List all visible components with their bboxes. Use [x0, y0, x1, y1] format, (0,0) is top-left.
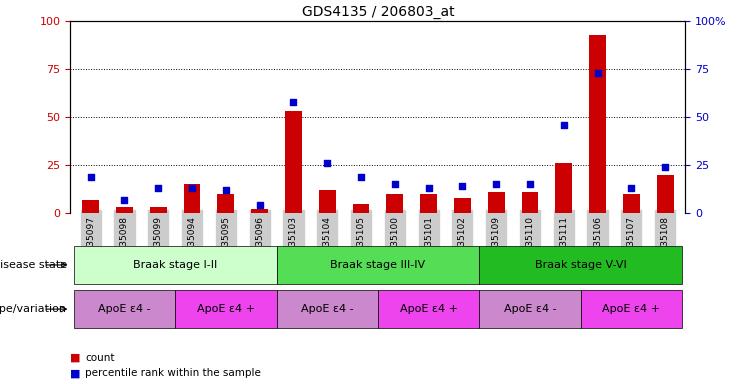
Bar	[251, 209, 268, 213]
Point	[186, 185, 198, 191]
Bar	[116, 207, 133, 213]
Text: disease state: disease state	[0, 260, 67, 270]
Bar	[319, 190, 336, 213]
Bar	[285, 111, 302, 213]
Point	[524, 181, 536, 187]
Point	[84, 174, 96, 180]
Bar	[657, 175, 674, 213]
Point	[422, 185, 434, 191]
Text: genotype/variation: genotype/variation	[0, 304, 67, 314]
Bar	[555, 163, 572, 213]
Point	[288, 99, 299, 105]
Point	[322, 160, 333, 166]
Point	[119, 197, 130, 203]
Point	[220, 187, 232, 193]
Point	[591, 70, 603, 76]
Bar	[217, 194, 234, 213]
Bar	[479, 246, 682, 284]
Point	[659, 164, 671, 170]
Text: Braak stage III-IV: Braak stage III-IV	[330, 260, 425, 270]
Bar	[276, 290, 378, 328]
Bar	[623, 194, 639, 213]
Text: ApoE ε4 +: ApoE ε4 +	[602, 304, 660, 314]
Bar	[353, 204, 370, 213]
Bar	[581, 290, 682, 328]
Text: Braak stage V-VI: Braak stage V-VI	[535, 260, 627, 270]
Bar	[74, 290, 175, 328]
Text: count: count	[85, 353, 115, 363]
Point	[625, 185, 637, 191]
Bar	[378, 290, 479, 328]
Text: percentile rank within the sample: percentile rank within the sample	[85, 368, 261, 378]
Bar	[150, 207, 167, 213]
Bar	[276, 246, 479, 284]
Bar	[479, 290, 581, 328]
Bar	[82, 200, 99, 213]
Bar	[386, 194, 403, 213]
Point	[389, 181, 401, 187]
Text: ApoE ε4 -: ApoE ε4 -	[301, 304, 353, 314]
Text: ApoE ε4 -: ApoE ε4 -	[504, 304, 556, 314]
Bar	[589, 35, 606, 213]
Text: ApoE ε4 +: ApoE ε4 +	[399, 304, 458, 314]
Title: GDS4135 / 206803_at: GDS4135 / 206803_at	[302, 5, 454, 19]
Point	[355, 174, 367, 180]
Point	[491, 181, 502, 187]
Point	[558, 122, 570, 128]
Bar	[454, 198, 471, 213]
Point	[253, 202, 265, 209]
Text: ■: ■	[70, 353, 81, 363]
Bar	[74, 246, 276, 284]
Bar	[184, 184, 201, 213]
Bar	[522, 192, 539, 213]
Text: ■: ■	[70, 368, 81, 378]
Text: Braak stage I-II: Braak stage I-II	[133, 260, 217, 270]
Text: ApoE ε4 +: ApoE ε4 +	[197, 304, 255, 314]
Point	[456, 183, 468, 189]
Bar	[175, 290, 276, 328]
Bar	[488, 192, 505, 213]
Text: ApoE ε4 -: ApoE ε4 -	[98, 304, 150, 314]
Point	[153, 185, 165, 191]
Bar	[420, 194, 437, 213]
